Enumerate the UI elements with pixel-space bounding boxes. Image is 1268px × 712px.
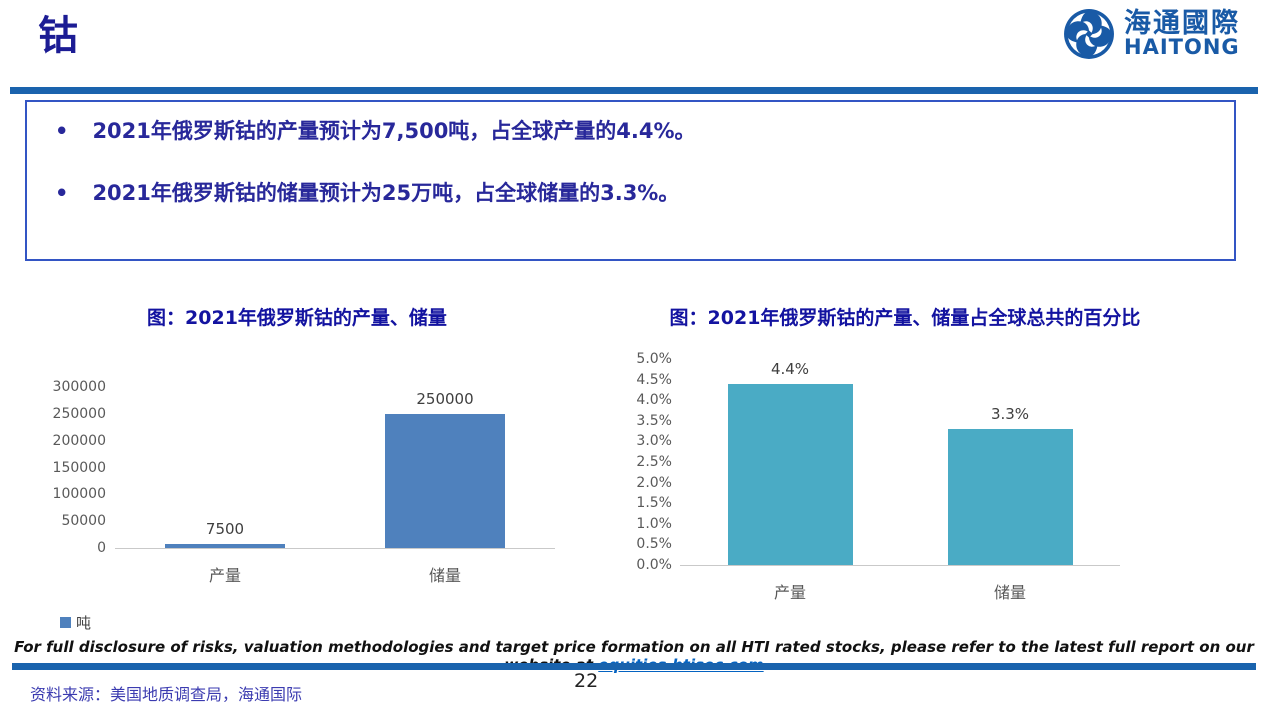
chart-title: 图：2021年俄罗斯钴的产量、储量占全球总共的百分比 <box>669 307 1141 329</box>
bullet-dot: • <box>55 181 69 206</box>
bar-value-label: 7500 <box>205 519 245 538</box>
summary-box: • 2021年俄罗斯钴的产量预计为7,500吨，占全球产量的4.4%。 • 20… <box>25 100 1236 261</box>
y-axis: 300000 250000 200000 150000 100000 50000 0 <box>30 379 106 556</box>
y-tick-label: 2.0% <box>636 474 672 491</box>
y-tick-label: 200000 <box>52 432 106 449</box>
legend-swatch <box>60 617 71 628</box>
haitong-logo: 海通國際 HAITONG <box>1063 8 1240 60</box>
y-tick-label: 0.5% <box>636 536 672 553</box>
legend-label: 吨 <box>76 614 92 632</box>
footer-divider <box>12 663 1256 670</box>
source-note: 资料来源：美国地质调查局，海通国际 <box>30 685 303 704</box>
logo-english-name: HAITONG <box>1124 35 1240 60</box>
chart-legend: 吨 <box>60 612 91 633</box>
page-title: 钴 <box>38 13 78 59</box>
bar-value-label: 250000 <box>416 389 474 408</box>
y-tick-label: 300000 <box>52 379 106 395</box>
bar-1 <box>727 383 853 565</box>
y-tick-label: 1.5% <box>636 495 672 512</box>
bullet-item-2: • 2021年俄罗斯钴的储量预计为25万吨，占全球储量的3.3%。 <box>55 181 1206 205</box>
bullet-item-1: • 2021年俄罗斯钴的产量预计为7,500吨，占全球产量的4.4%。 <box>55 119 1206 143</box>
y-tick-label: 3.0% <box>636 433 672 450</box>
bar-value-label: 4.4% <box>770 359 810 378</box>
chart-global-share: 图：2021年俄罗斯钴的产量、储量占全球总共的百分比 5.0% 4.5% 4.0% 3… <box>622 298 1188 608</box>
y-tick-label: 4.0% <box>636 392 672 409</box>
bullet-dot: • <box>55 119 69 143</box>
bar-1 <box>165 543 285 548</box>
y-tick-label: 0.0% <box>636 557 672 573</box>
y-tick-label: 150000 <box>52 459 106 476</box>
bar-value-label: 3.3% <box>990 405 1030 424</box>
y-tick-label: 5.0% <box>636 351 672 367</box>
plot-area: 4.4% 产量 3.3% 储量 <box>680 359 1120 602</box>
y-tick-label: 0 <box>97 540 106 556</box>
bullet-text-2: 2021年俄罗斯钴的储量预计为25万吨，占全球储量的3.3%。 <box>92 181 680 206</box>
plot-area: 7500 产量 250000 储量 <box>115 387 555 585</box>
y-tick-label: 50000 <box>61 513 106 530</box>
page-number: 22 <box>574 670 599 692</box>
logo-chinese-name: 海通國際 <box>1124 7 1240 39</box>
y-tick-label: 3.5% <box>636 412 672 429</box>
haitong-logo-text: 海通國際 HAITONG <box>1124 7 1240 60</box>
y-tick-label: 100000 <box>52 486 106 503</box>
bar-2 <box>947 429 1073 565</box>
y-axis: 5.0% 4.5% 4.0% 3.5% 3.0% 2.5% 2.0% 1.5% 1.0% 0.5%… <box>622 351 672 573</box>
bar-2 <box>385 413 505 548</box>
x-category-label: 储量 <box>428 566 461 585</box>
chart-title: 图：2021年俄罗斯钴的产量、储量 <box>147 307 447 329</box>
chart-production-reserves: 图：2021年俄罗斯钴的产量、储量 300000 250000 200000 1500… <box>30 298 564 638</box>
x-category-label: 产量 <box>208 566 241 585</box>
x-category-label: 产量 <box>773 583 806 602</box>
bullet-text-1: 2021年俄罗斯钴的产量预计为7,500吨，占全球产量的4.4%。 <box>92 119 696 143</box>
haitong-swirl-icon <box>1064 9 1114 59</box>
y-tick-label: 4.5% <box>636 371 672 388</box>
header-divider <box>10 87 1258 94</box>
y-tick-label: 250000 <box>52 405 106 422</box>
y-tick-label: 2.5% <box>636 454 672 470</box>
x-category-label: 储量 <box>993 583 1026 602</box>
y-tick-label: 1.0% <box>636 515 672 532</box>
